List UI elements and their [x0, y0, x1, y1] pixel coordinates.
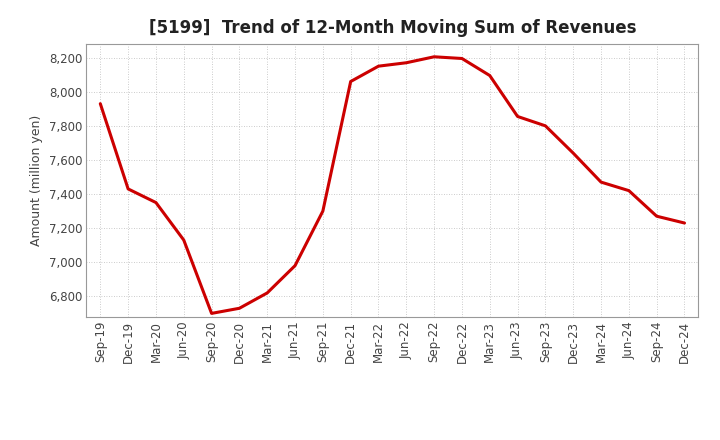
- Y-axis label: Amount (million yen): Amount (million yen): [30, 115, 43, 246]
- Title: [5199]  Trend of 12-Month Moving Sum of Revenues: [5199] Trend of 12-Month Moving Sum of R…: [148, 19, 636, 37]
